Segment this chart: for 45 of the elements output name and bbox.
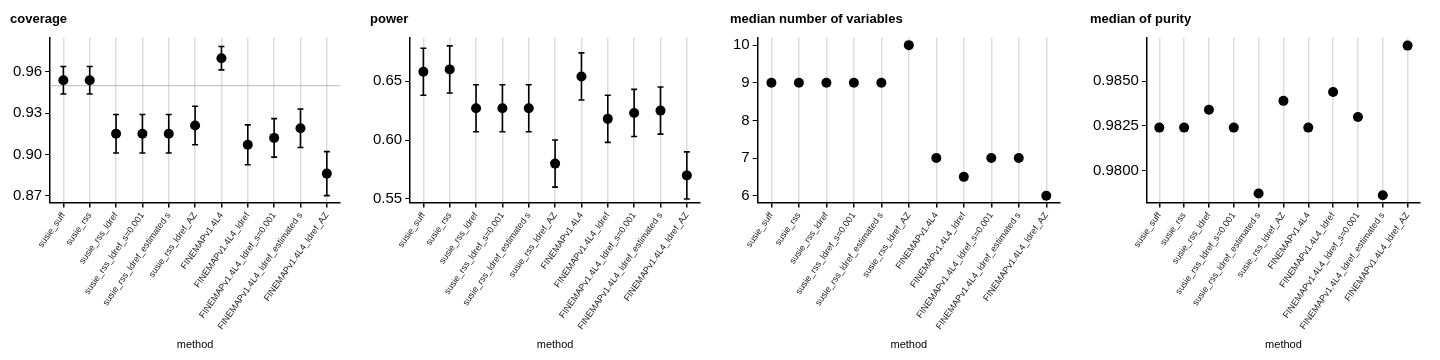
point	[1303, 122, 1314, 133]
x-axis-title: method	[536, 338, 574, 351]
y-tick-label: 8	[741, 110, 750, 128]
y-tick-label: 7	[741, 148, 750, 166]
y-tick-label: 0.87	[12, 185, 43, 203]
point	[986, 153, 997, 164]
y-tick-label: 0.9800	[1092, 160, 1139, 178]
chart-title: median number of variables	[730, 11, 903, 27]
chart-title: median of purity	[1090, 11, 1192, 27]
chart-title: power	[370, 11, 409, 27]
x-axis-title: method	[176, 338, 214, 351]
y-tick-label: 9	[741, 72, 750, 90]
point	[1278, 95, 1289, 106]
point	[848, 77, 859, 88]
chart-title: coverage	[10, 11, 68, 27]
point	[793, 77, 804, 88]
point	[1402, 40, 1413, 51]
y-tick-label: 10	[733, 35, 750, 53]
y-tick-label: 0.9850	[1092, 71, 1139, 89]
point	[931, 153, 942, 164]
point	[1041, 190, 1052, 201]
point	[1328, 86, 1339, 97]
point	[1228, 122, 1239, 133]
y-tick-label: 0.93	[12, 103, 43, 121]
y-tick-label: 0.60	[372, 130, 403, 148]
point	[1179, 122, 1190, 133]
y-tick-label: 0.96	[12, 62, 43, 80]
point	[876, 77, 887, 88]
x-axis-title: method	[1265, 338, 1302, 351]
y-tick-label: 0.9825	[1092, 115, 1139, 133]
point	[1203, 104, 1214, 115]
point	[903, 40, 914, 51]
point	[958, 171, 969, 182]
point	[1253, 188, 1264, 199]
point	[1377, 190, 1388, 201]
point	[1352, 111, 1363, 122]
point	[766, 77, 777, 88]
y-tick-label: 6	[741, 185, 750, 203]
y-tick-label: 0.55	[372, 189, 403, 207]
point	[1154, 122, 1165, 133]
point	[821, 77, 832, 88]
point	[1013, 153, 1024, 164]
x-axis-title: method	[890, 338, 928, 351]
y-tick-label: 0.65	[372, 71, 403, 89]
y-tick-label: 0.90	[12, 144, 43, 162]
